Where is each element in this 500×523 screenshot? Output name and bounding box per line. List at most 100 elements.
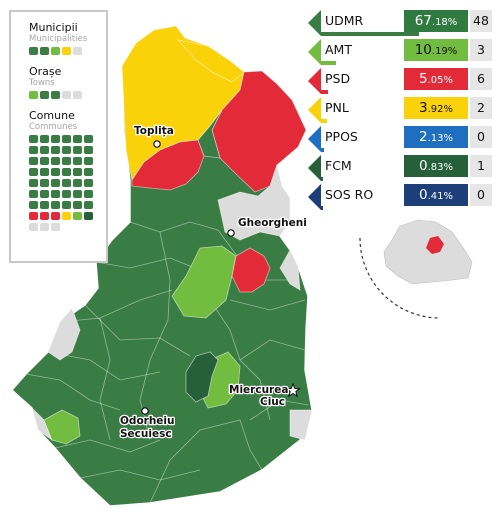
legend-comune-square-udmr — [29, 135, 38, 143]
party-name: PSD — [321, 68, 403, 90]
percentage-integer: 2 — [419, 129, 428, 145]
party-name: FCM — [321, 155, 403, 177]
legend-comune-square-udmr — [62, 168, 71, 176]
party-share-bar — [321, 32, 420, 36]
legend-comune-square-udmr — [40, 201, 49, 209]
percentage-integer: 5 — [419, 71, 428, 87]
party-seats: 1 — [470, 155, 492, 177]
legend-comune-square-udmr — [84, 179, 93, 187]
legend-municipii-squares — [29, 47, 106, 55]
party-percentage: 3.92% — [404, 97, 468, 119]
legend-comune-square-udmr — [62, 146, 71, 154]
legend-comune-square-amt — [73, 212, 82, 220]
region-udmr-mid — [197, 109, 223, 159]
legend-comune-square-udmr — [84, 190, 93, 198]
party-arrow-marker — [308, 68, 321, 94]
party-arrow-marker — [308, 155, 321, 181]
party-arrow-marker — [308, 126, 321, 152]
city-label-gheorgheni: Gheorgheni — [238, 217, 307, 229]
legend-orase-subtitle: Towns — [29, 78, 55, 88]
percentage-decimal: .19% — [431, 46, 458, 57]
region-amt-south — [43, 409, 81, 445]
legend-comune-square-udmr — [29, 179, 38, 187]
percentage-integer: 3 — [419, 100, 428, 116]
region-psd-gheorgheni — [231, 247, 271, 293]
harghita-inset-highlight — [426, 236, 444, 254]
legend-comune-square-udmr — [73, 179, 82, 187]
legend-comune-square-udmr — [84, 157, 93, 165]
party-seats: 0 — [470, 126, 492, 148]
result-row: UDMR 67.18% 48 — [308, 10, 496, 36]
legend-comune-square-udmr — [73, 168, 82, 176]
legend-comune-title: Comune — [29, 109, 75, 122]
legend-comune-square-udmr — [51, 168, 60, 176]
legend-municipii-subtitle: Municipalities — [29, 34, 88, 44]
legend-comune-square-udmr — [51, 201, 60, 209]
legend-comune-square-udmr — [40, 179, 49, 187]
party-seats: 6 — [470, 68, 492, 90]
legend-comune-square-udmr — [51, 135, 60, 143]
legend-comune-squares — [29, 135, 106, 231]
legend-comune-square-udmr — [40, 135, 49, 143]
legend-comune-square-udmr — [62, 157, 71, 165]
percentage-integer: 10 — [414, 42, 432, 58]
legend-comune-square-udmr — [40, 157, 49, 165]
party-percentage: 0.41% — [404, 184, 468, 206]
legend-orase-square-no_data — [73, 91, 82, 99]
percentage-integer: 67 — [414, 13, 432, 29]
city-label-secuiesc: Secuiesc — [120, 428, 172, 440]
legend-comune-square-udmr — [51, 157, 60, 165]
party-seats: 0 — [470, 184, 492, 206]
party-percentage: 10.19% — [404, 39, 468, 61]
legend-comune-square-no_data — [29, 223, 38, 231]
region-amt-gheorgheni — [171, 245, 237, 319]
legend-comune-square-pnl — [62, 212, 71, 220]
legend-comune-square-udmr — [62, 201, 71, 209]
party-share-bar — [321, 61, 336, 65]
party-share-bar — [321, 148, 325, 152]
region-nodata-2 — [279, 249, 301, 291]
legend-comune-square-fcm — [84, 212, 93, 220]
city-label-toplita: Toplița — [134, 125, 174, 137]
party-name: PPOS — [321, 126, 403, 148]
legend-comune-square-udmr — [51, 190, 60, 198]
legend-orase-square-amt — [29, 91, 38, 99]
legend-comune-square-udmr — [62, 135, 71, 143]
region-nodata-5 — [289, 409, 313, 441]
legend-comune-square-udmr — [51, 179, 60, 187]
region-pnl-2 — [176, 39, 245, 83]
legend-comune-square-udmr — [62, 190, 71, 198]
legend-comune-square-udmr — [73, 135, 82, 143]
legend-comune-square-udmr — [29, 190, 38, 198]
legend-comune-square-udmr — [29, 157, 38, 165]
city-label-miercurea: Miercurea — [229, 384, 288, 396]
percentage-decimal: .92% — [427, 104, 453, 115]
legend-municipii-title: Municipii — [29, 21, 78, 34]
legend-municipii-square-udmr — [40, 47, 49, 55]
result-row: PNL 3.92% 2 — [308, 97, 496, 123]
legend-comune-square-no_data — [51, 223, 60, 231]
party-name: PNL — [321, 97, 403, 119]
romania-outline — [383, 219, 473, 285]
region-fcm — [185, 351, 219, 403]
legend-comune-square-udmr — [29, 146, 38, 154]
legend-comune-square-udmr — [40, 168, 49, 176]
results-panel: UDMR 67.18% 48 AMT 10.19% 3 PSD 5.05% 6 PNL 3.92% 2… — [308, 10, 496, 213]
legend-comune-square-udmr — [73, 157, 82, 165]
odorheiu-marker — [141, 407, 149, 415]
gheorgheni-marker — [227, 229, 235, 237]
legend-municipii-square-amt — [51, 47, 60, 55]
party-arrow-marker — [308, 39, 321, 65]
party-seats: 3 — [470, 39, 492, 61]
percentage-integer: 0 — [419, 187, 428, 203]
percentage-decimal: .13% — [427, 133, 453, 144]
legend-comune-square-udmr — [40, 146, 49, 154]
party-seats: 2 — [470, 97, 492, 119]
legend-comune-square-udmr — [62, 179, 71, 187]
legend-comune-square-udmr — [84, 146, 93, 154]
city-label-ciuc: Ciuc — [260, 396, 285, 408]
legend-comune-square-udmr — [73, 190, 82, 198]
legend-comune-square-psd — [40, 212, 49, 220]
toplita-marker — [153, 140, 161, 148]
percentage-decimal: .41% — [427, 191, 453, 202]
